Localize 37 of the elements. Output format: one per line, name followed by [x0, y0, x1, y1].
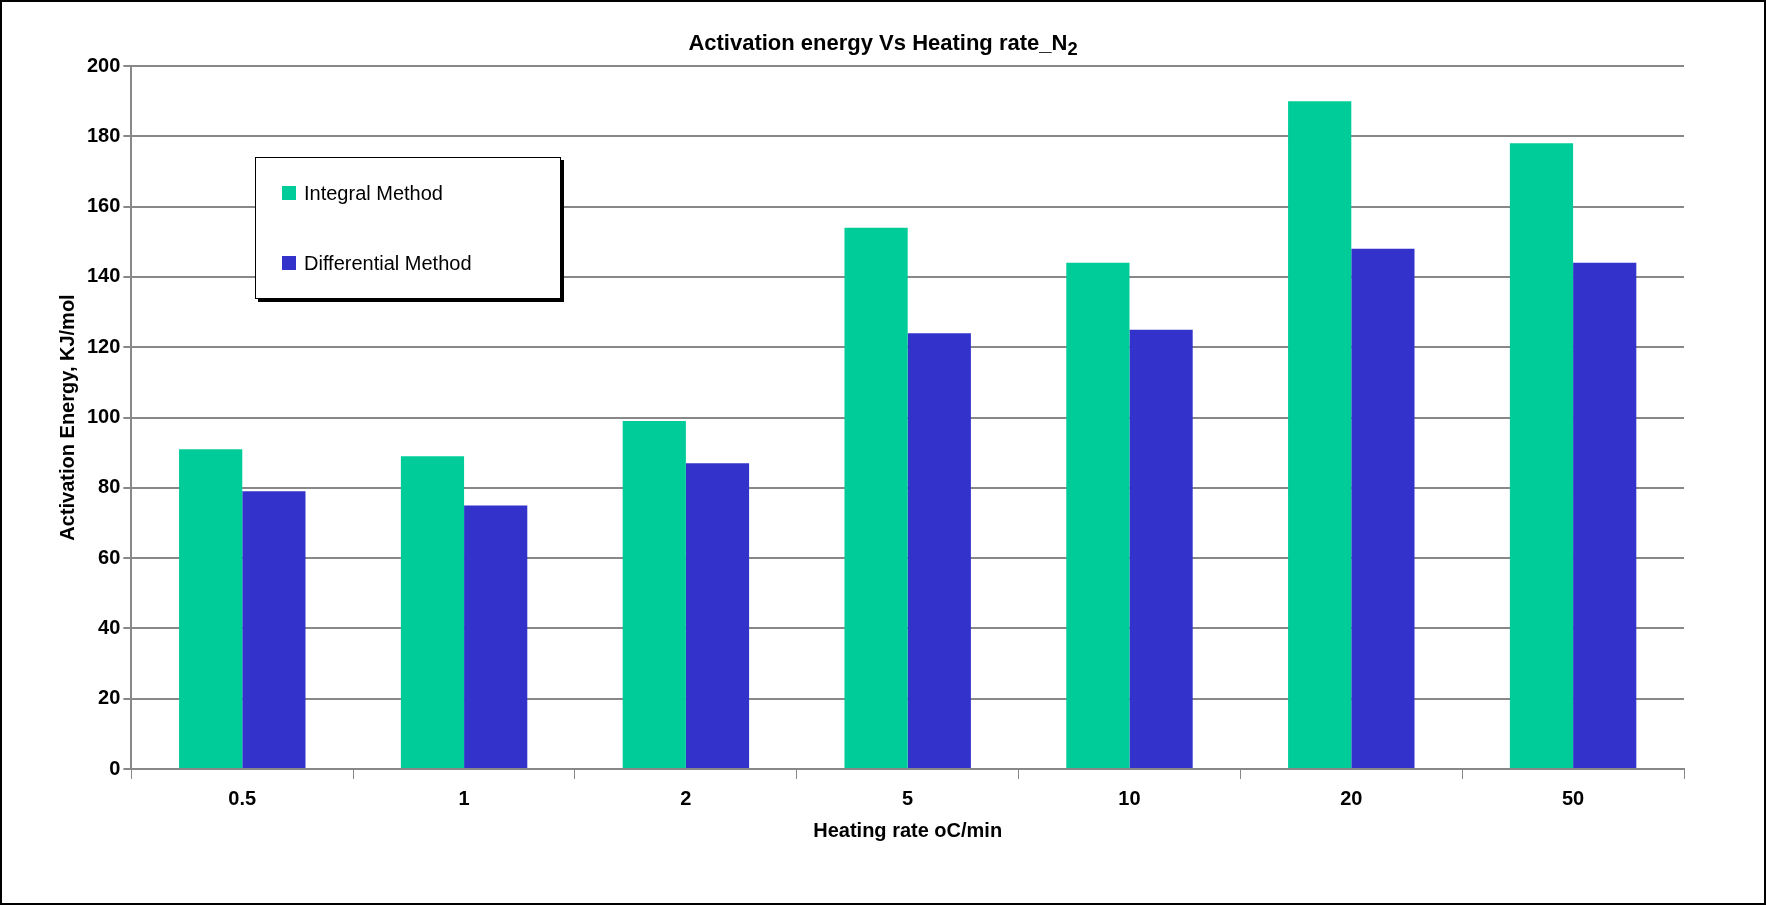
bar — [1573, 262, 1637, 768]
x-tick-label: 2 — [680, 786, 692, 809]
bar — [907, 333, 971, 768]
bar — [1351, 248, 1415, 768]
chart-title: Activation energy Vs Heating rate_N$_{2}$ — [688, 30, 1078, 60]
x-tick-label: 0.5 — [228, 786, 257, 809]
bar — [1066, 262, 1130, 768]
y-tick-label: 160 — [86, 194, 121, 217]
bar — [179, 449, 243, 768]
y-tick-label: 0 — [109, 756, 121, 779]
x-axis-title: Heating rate oC/min — [813, 818, 1003, 841]
y-tick-label: 200 — [86, 53, 121, 76]
y-tick-label: 80 — [98, 475, 121, 498]
y-tick-label: 60 — [98, 545, 121, 568]
bar — [685, 463, 750, 768]
bar — [844, 227, 908, 768]
x-tick-label: 50 — [1561, 786, 1585, 809]
bar — [400, 456, 465, 768]
bar — [622, 421, 686, 768]
bar — [242, 491, 306, 768]
y-tick-label: 140 — [86, 264, 121, 287]
bar — [1288, 101, 1352, 768]
legend-label: Integral Method — [304, 181, 443, 205]
x-tick-label: 1 — [458, 786, 470, 809]
y-tick-label: 20 — [98, 686, 121, 709]
x-tick-label: 10 — [1118, 786, 1141, 809]
y-axis-title: Activation Energy, KJ/mol — [55, 294, 78, 541]
bar — [1509, 143, 1574, 768]
legend-label: Differential Method — [304, 251, 472, 275]
x-tick-label: 5 — [902, 786, 914, 809]
bar — [1129, 329, 1193, 768]
y-tick-label: 180 — [86, 123, 121, 146]
y-tick-label: 100 — [86, 405, 121, 428]
bar — [464, 505, 528, 768]
y-tick-label: 40 — [98, 615, 121, 638]
x-tick-label: 20 — [1340, 786, 1363, 809]
y-tick-label: 120 — [86, 334, 121, 357]
